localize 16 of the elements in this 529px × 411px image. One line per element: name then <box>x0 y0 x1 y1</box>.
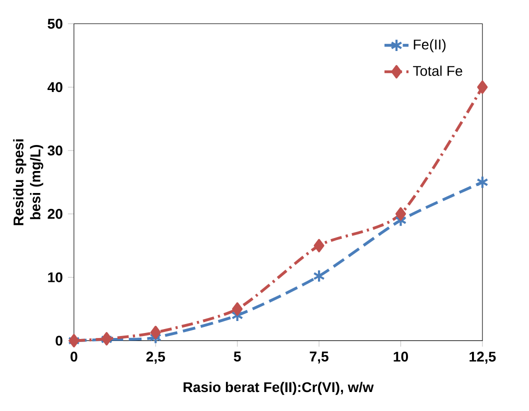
y-axis-title: Residu spesi besi (mg/L) <box>13 139 44 226</box>
x-tick-label: 0 <box>70 352 78 362</box>
y-tick-label: 20 <box>48 208 62 219</box>
x-tick-label: 12,5 <box>470 352 496 364</box>
y-tick-label: 50 <box>48 18 62 29</box>
x-tick-label: 7,5 <box>310 352 328 364</box>
y-tick-label: 30 <box>48 146 62 156</box>
x-axis-title: Rasio berat Fe(II):Cr(VI), w/w <box>184 382 374 395</box>
x-tick-label: 2,5 <box>146 352 166 364</box>
y-tick-label: 10 <box>48 272 62 282</box>
x-tick-label: 10 <box>394 352 408 362</box>
x-tick-label: 5 <box>234 352 241 362</box>
legend-label: Total Fe <box>413 66 462 76</box>
y-tick-label: 40 <box>48 82 62 92</box>
legend-label: Fe(II) <box>414 39 446 52</box>
y-tick-label: 0 <box>56 336 62 346</box>
